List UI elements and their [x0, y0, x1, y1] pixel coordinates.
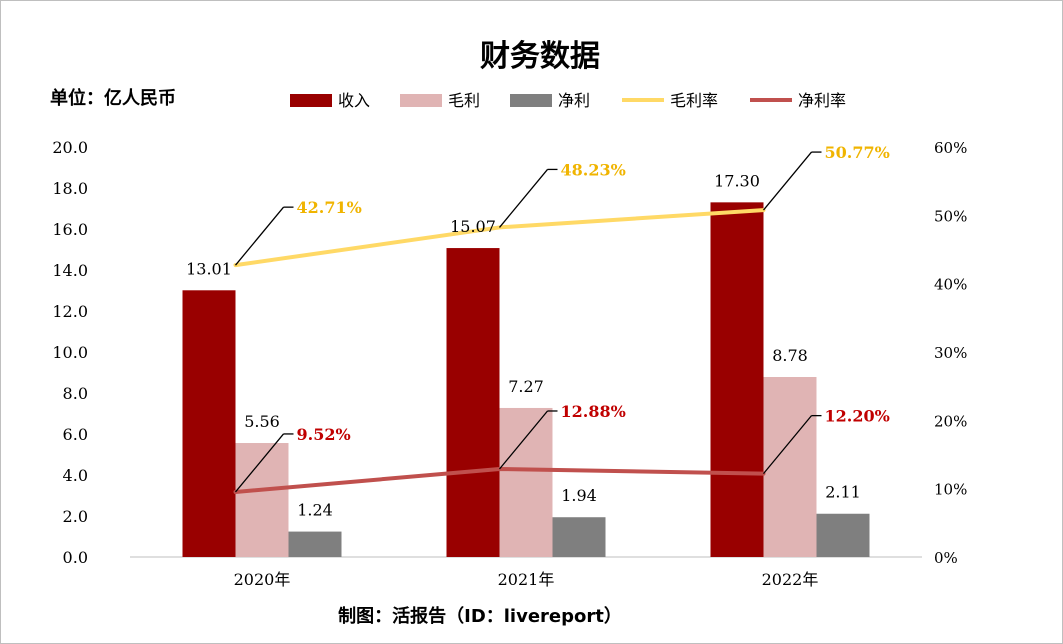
y-right-tick-label: 40%	[934, 276, 967, 294]
leader-line	[498, 169, 549, 228]
unit-label: 单位：亿人民币	[50, 87, 176, 109]
legend-swatch	[290, 94, 332, 107]
legend-label: 毛利	[448, 91, 480, 110]
legend-label: 净利	[558, 91, 590, 110]
x-tick-label: 2020年	[234, 570, 291, 589]
y-right-tick-label: 0%	[934, 549, 958, 567]
x-tick-label: 2022年	[762, 570, 819, 589]
chart-title: 财务数据	[480, 39, 600, 74]
leader-line	[762, 151, 813, 211]
bar-value-label: 13.01	[186, 259, 232, 278]
bar-毛利	[763, 377, 817, 557]
bar-收入	[710, 202, 764, 557]
line-value-label: 42.71%	[297, 198, 362, 217]
bar-收入	[182, 290, 236, 557]
legend-swatch	[510, 94, 552, 107]
y-left-tick-label: 4.0	[63, 466, 88, 485]
axes: 0.0 2.0 4.0 6.0 8.0 10.0 12.0 14.0 16.0 18.0 20.0 0…	[52, 138, 967, 589]
bar-value-label: 1.94	[561, 486, 597, 505]
legend-label: 收入	[338, 91, 370, 110]
bar-毛利	[499, 407, 553, 557]
leader-line	[234, 433, 285, 493]
line-value-label: 50.77%	[825, 143, 890, 162]
x-tick-label: 2021年	[498, 570, 555, 589]
y-left-tick-label: 0.0	[63, 548, 88, 567]
line-value-label: 9.52%	[297, 425, 351, 444]
leader-line	[498, 410, 549, 470]
y-left-tick-label: 8.0	[63, 384, 88, 403]
leader-line	[234, 206, 285, 266]
y-left-tick-label: 2.0	[63, 507, 88, 526]
line-value-label: 48.23%	[561, 160, 626, 179]
y-right-tick-label: 10%	[934, 481, 967, 499]
bar-净利	[816, 513, 870, 557]
leader-line	[762, 415, 813, 475]
y-left-tick-label: 12.0	[52, 302, 88, 321]
source-caption: 制图：活报告（ID：livereport）	[338, 605, 622, 627]
y-left-tick-label: 18.0	[52, 179, 88, 198]
bars	[182, 202, 870, 557]
bar-收入	[446, 248, 500, 557]
bar-value-label: 7.27	[508, 377, 544, 396]
y-left-tick-label: 20.0	[52, 138, 88, 157]
legend-swatch	[400, 94, 442, 107]
y-left-tick-label: 10.0	[52, 343, 88, 362]
bar-value-label: 5.56	[244, 412, 280, 431]
y-left-tick-label: 14.0	[52, 261, 88, 280]
bar-value-label: 8.78	[772, 346, 808, 365]
bar-value-label: 1.24	[297, 501, 333, 520]
line-value-label: 12.88%	[561, 402, 626, 421]
y-right-tick-label: 60%	[934, 139, 967, 157]
legend: 收入 毛利 净利 毛利率 净利率	[290, 91, 846, 110]
bar-净利	[288, 531, 342, 557]
bar-value-label: 17.30	[714, 171, 760, 190]
y-right-tick-label: 30%	[934, 344, 967, 362]
y-right-tick-label: 20%	[934, 412, 967, 430]
legend-label: 净利率	[798, 91, 846, 110]
bar-毛利	[235, 443, 289, 557]
bar-value-label: 15.07	[450, 217, 496, 236]
y-left-tick-label: 6.0	[63, 425, 88, 444]
bar-value-label: 2.11	[825, 483, 861, 502]
data-labels: 13.01 15.07 17.30 5.56 7.27 8.78 1.24 1.94 2.11 4…	[186, 143, 890, 520]
line-value-label: 12.20%	[825, 407, 890, 426]
y-right-tick-label: 50%	[934, 207, 967, 225]
bar-净利	[552, 517, 606, 557]
y-left-tick-label: 16.0	[52, 220, 88, 239]
legend-label: 毛利率	[670, 91, 718, 110]
